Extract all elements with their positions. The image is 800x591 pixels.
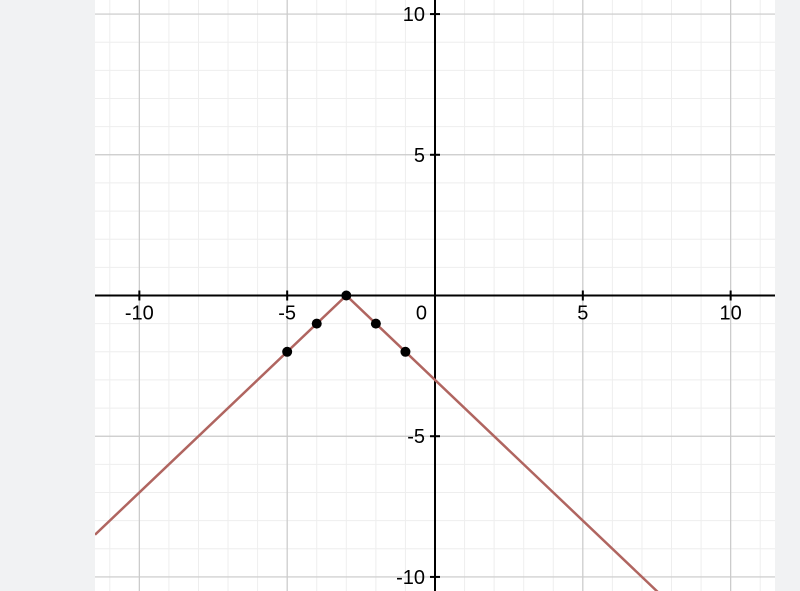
data-point: [341, 291, 351, 301]
y-tick-label: -5: [407, 426, 425, 448]
x-tick-label: 0: [416, 303, 427, 325]
data-point: [282, 347, 292, 357]
data-point: [312, 319, 322, 329]
y-tick-label: 5: [414, 145, 425, 167]
coordinate-plane-svg: -10 -5 0 5 10 10 5 -5 -10: [95, 0, 775, 591]
data-point: [400, 347, 410, 357]
right-margin-panel: [775, 0, 800, 591]
x-tick-label: -10: [125, 303, 154, 325]
plot-area: -10 -5 0 5 10 10 5 -5 -10: [95, 0, 775, 591]
left-margin-panel: [0, 0, 95, 591]
y-tick-label: -10: [396, 567, 425, 589]
chart-container: -10 -5 0 5 10 10 5 -5 -10: [0, 0, 800, 591]
data-point: [371, 319, 381, 329]
x-tick-label: 5: [577, 303, 588, 325]
x-tick-label: -5: [278, 303, 296, 325]
y-tick-label: 10: [403, 4, 425, 26]
x-tick-label: 10: [720, 303, 742, 325]
